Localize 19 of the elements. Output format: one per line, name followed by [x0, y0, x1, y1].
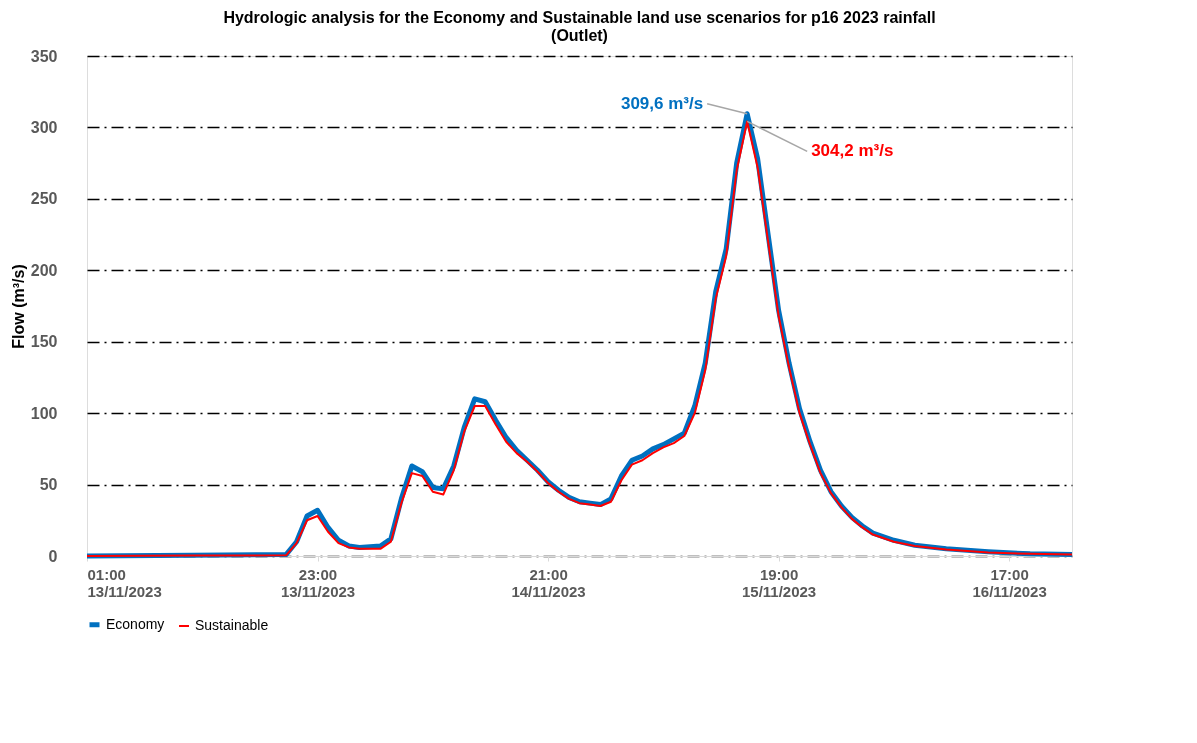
legend-label: Economy — [106, 615, 165, 632]
annotation: 309,6 m³/s — [620, 93, 704, 113]
y-tick-label: 200 — [30, 261, 58, 279]
x-tick-label: 19:00 15/11/2023 — [741, 565, 817, 600]
chart-title: Hydrologic analysis for the Economy and Sustainable land use scenarios for p16 2023 rainfall (Outlet) — [223, 9, 936, 44]
legend-label: Sustainable — [195, 617, 269, 633]
annotation: 304,2 m³/s — [811, 141, 894, 161]
x-tick-label: 23:00 13/11/2023 — [280, 565, 356, 600]
x-tick-label: 17:00 16/11/2023 — [972, 565, 1047, 600]
y-tick-label: 100 — [30, 404, 58, 422]
y-tick-label: 0 — [48, 547, 58, 565]
y-axis-title: Flow (m³/s) — [9, 264, 27, 349]
y-tick-label: 300 — [30, 118, 58, 136]
y-tick-label: 150 — [30, 333, 58, 351]
x-tick-label: 01:00 13/11/2023 — [87, 565, 162, 600]
y-tick-label: 250 — [30, 190, 58, 208]
x-tick-label: 21:00 14/11/2023 — [511, 565, 586, 600]
y-tick-label: 50 — [39, 476, 58, 494]
y-tick-label: 350 — [30, 47, 58, 65]
